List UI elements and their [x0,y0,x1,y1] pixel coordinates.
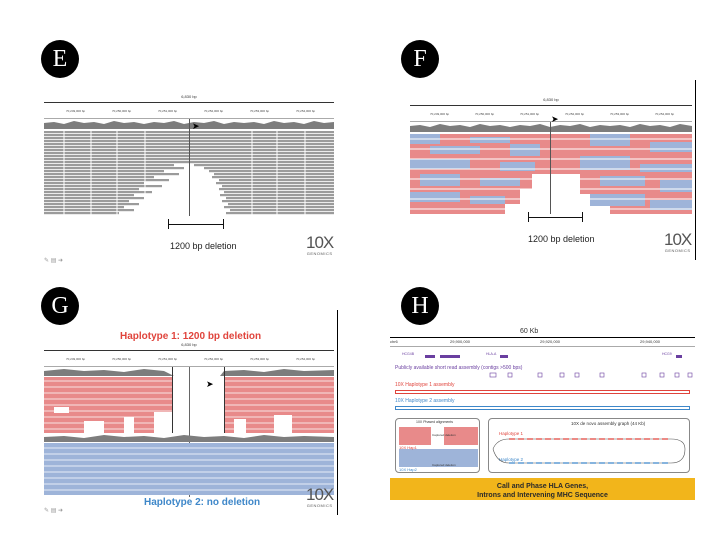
center-line [189,119,190,216]
inset-title: 10X de novo assembly graph (44 Kb) [571,421,646,426]
assembly-graph [492,438,686,464]
deletion-right-line [224,367,225,433]
public-contigs [489,372,693,378]
scale-label: 6,830 bp [179,94,199,99]
summary-banner: Call and Phase HLA Genes, Introns and In… [390,478,695,500]
inset-hap1-label: 10X Hap1 [399,445,417,450]
inset-note: Captured deletion [432,463,456,467]
gene-track [425,355,682,358]
hap2-assembly-bar [395,406,690,410]
scale-label: 6,830 bp [541,97,561,102]
mouse-cursor-icon: ➤ [206,379,214,389]
deletion-left-line [172,367,173,433]
inset-title: 10X Phased alignments [416,420,453,424]
mouse-cursor-icon: ➤ [551,114,559,124]
gene-label-left: HCG4B [402,352,415,356]
10x-genomics-logo: 10X GENOMICS [664,230,692,253]
center-line [189,367,190,497]
panel-label-h: H [401,287,439,325]
coverage-track [410,124,692,132]
tick-label: 29,920,000 [540,339,561,344]
scale-label: 6,830 bp [179,342,199,347]
10x-genomics-logo: 10X GENOMICS [306,485,334,508]
scale-ruler: 6,830 bp [44,94,334,109]
panel-label-e: E [41,40,79,78]
panel-label-g: G [41,287,79,325]
tick-line [390,346,695,347]
deletion-bracket [528,212,583,222]
inset-hap2-label: 10X Hap2 [399,467,417,472]
hap1-assembly-bar [395,390,690,394]
igv-panel-e: 6,830 bp 70,249,000 bp 70,250,000 bp 70,… [44,94,334,265]
igv-panel-g: 6,830 bp 70,249,000 bp 70,250,000 bp 70,… [44,342,334,515]
banner-line-1: Call and Phase HLA Genes, [496,483,589,490]
inset-hap2-label: Haplotype 2 [499,457,524,462]
chrom-label: chr6 [390,339,398,344]
gene-label-mid: HLA-A [486,352,497,356]
hap2-assembly-label: 10X Haplotype 2 assembly [395,398,455,404]
coordinate-ticks: 70,249,000 bp 70,250,000 bp 70,251,000 b… [410,112,692,122]
haplotype-1-title: Haplotype 1: 1200 bp deletion [120,331,262,342]
inset-note: Captured deletion [432,433,456,437]
10x-genomics-logo: 10X GENOMICS [306,233,334,256]
slide-edge [337,310,338,515]
tick-label: 29,940,000 [640,339,661,344]
deletion-bracket [168,219,224,229]
scale-ruler: 6,830 bp [44,342,334,357]
slide-edge [695,80,696,260]
coordinate-ticks: 70,249,000 bp 70,250,000 bp 70,251,000 b… [44,109,334,119]
banner-line-2: Introns and Intervening MHC Sequence [477,492,608,499]
read-alignments [410,134,692,214]
coordinate-ticks: 70,249,000 bp 70,250,000 bp 70,251,000 b… [44,357,334,367]
read-alignments-hap2 [44,443,334,495]
public-assembly-label: Publicly available short read assembly (… [395,365,523,371]
panel-label-f: F [401,40,439,78]
center-line [550,122,551,214]
tick-label: 29,900,000 [450,339,471,344]
hap1-assembly-label: 10X Haplotype 1 assembly [395,382,455,388]
scale-line [390,337,695,338]
toolbar-icons[interactable]: ✎ ▤ ➜ [44,508,64,514]
scale-ruler: 6,830 bp [410,97,692,112]
coverage-track-hap2 [44,435,334,442]
scale-label: 60 Kb [520,328,539,335]
deletion-caption: 1200 bp deletion [528,234,595,244]
inset-phased-alignments: 10X Phased alignments Captured deletion … [395,418,480,473]
mouse-cursor-icon: ➤ [192,121,200,131]
inset-assembly-graph: 10X de novo assembly graph (44 Kb) Haplo… [488,418,690,473]
haplotype-2-title: Haplotype 2: no deletion [144,497,261,508]
coverage-track-hap1 [44,369,334,376]
inset-hap1-label: Haplotype 1 [499,431,524,436]
read-alignments-hap1 [44,377,334,433]
igv-panel-f: 6,830 bp 70,249,000 bp 70,250,000 bp 70,… [410,97,692,258]
gene-label-right: HCG9 [662,352,672,356]
toolbar-icons[interactable]: ✎ ▤ ➜ [44,258,64,264]
assembly-panel-h: 60 Kb chr6 29,900,000 29,920,000 29,940,… [390,328,695,500]
deletion-caption: 1200 bp deletion [170,241,237,251]
